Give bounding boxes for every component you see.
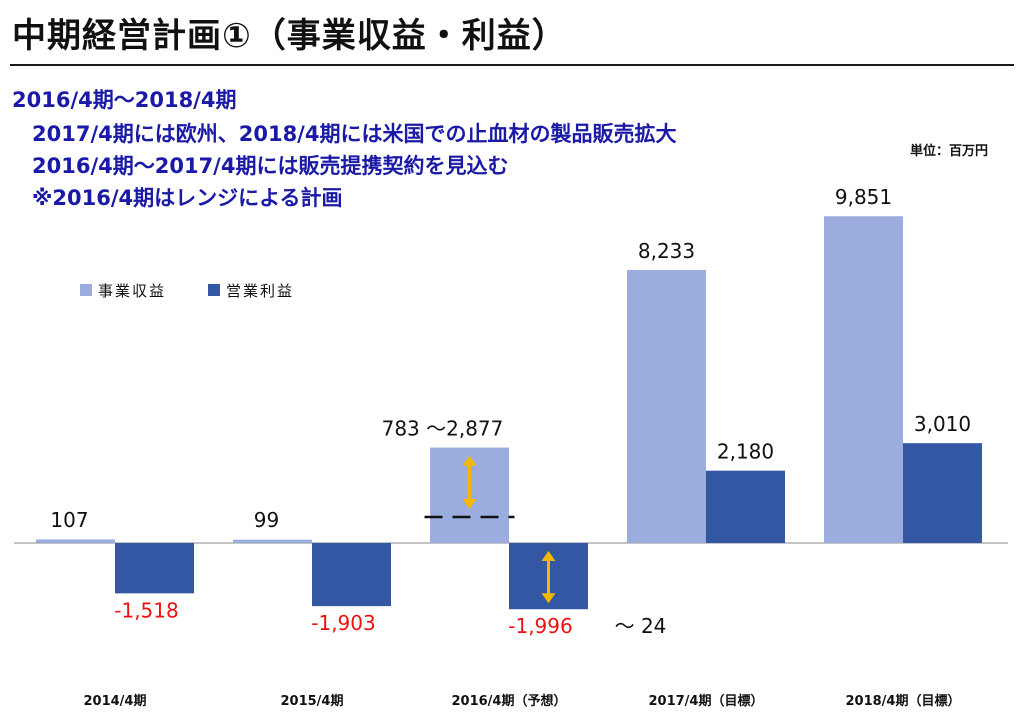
range-extra-label-1: ～ 24 xyxy=(615,614,667,638)
subtitle-line-4: ※2016/4期はレンジによる計画 xyxy=(32,186,343,210)
legend-swatch-0 xyxy=(80,284,92,296)
data-label-profit-1: -1,903 xyxy=(311,611,375,635)
data-label-revenue-4: 9,851 xyxy=(835,185,892,209)
bar-profit-1 xyxy=(312,543,391,607)
range-arrow-head-down-0 xyxy=(462,499,477,510)
range-arrow-head-up-1 xyxy=(541,551,556,561)
data-label-profit-2: -1,996 xyxy=(508,614,572,638)
bar-revenue-1 xyxy=(233,539,312,543)
legend-swatch-1 xyxy=(208,284,220,296)
data-label-profit-3: 2,180 xyxy=(717,440,774,464)
category-label-3: 2017/4期（目標） xyxy=(649,693,764,709)
data-label-profit-4: 3,010 xyxy=(914,412,971,436)
bar-profit-4 xyxy=(903,443,982,543)
legend-label-0: 事業収益 xyxy=(98,282,166,300)
data-label-revenue-2: 783 ～2,877 xyxy=(382,417,504,441)
page-title: 中期経営計画①（事業収益・利益） xyxy=(12,16,567,56)
range-arrow-head-up-0 xyxy=(462,455,477,466)
category-label-1: 2015/4期 xyxy=(281,694,344,709)
unit-label: 単位：百万円 xyxy=(910,144,989,159)
category-label-4: 2018/4期（目標） xyxy=(846,693,961,709)
bar-revenue-3 xyxy=(627,269,706,543)
bar-profit-3 xyxy=(706,470,785,543)
bar-profit-0 xyxy=(115,543,194,594)
title-divider xyxy=(10,64,1014,66)
data-label-revenue-3: 8,233 xyxy=(638,239,695,263)
data-label-profit-0: -1,518 xyxy=(114,598,178,622)
data-label-revenue-1: 99 xyxy=(254,508,279,532)
bar-revenue-0 xyxy=(36,539,115,543)
range-arrow-head-down-1 xyxy=(541,593,556,604)
legend-label-1: 営業利益 xyxy=(226,282,294,300)
subtitle-line-2: 2017/4期には欧州、2018/4期には米国での止血材の製品販売拡大 xyxy=(32,122,677,146)
data-label-revenue-0: 107 xyxy=(50,508,88,532)
category-label-0: 2014/4期 xyxy=(84,694,147,709)
category-label-2: 2016/4期（予想） xyxy=(452,693,567,709)
subtitle-line-3: 2016/4期～2017/4期には販売提携契約を見込む xyxy=(32,154,509,178)
bar-revenue-4 xyxy=(824,216,903,544)
subtitle-line-1: 2016/4期～2018/4期 xyxy=(12,88,237,112)
